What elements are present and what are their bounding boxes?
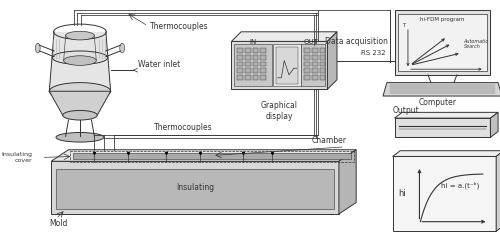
Polygon shape: [252, 61, 258, 66]
Text: Insulating
cover: Insulating cover: [1, 152, 32, 163]
Ellipse shape: [36, 43, 40, 53]
Polygon shape: [237, 61, 243, 66]
Polygon shape: [392, 156, 496, 231]
Text: Chamber: Chamber: [312, 136, 346, 145]
Polygon shape: [252, 68, 258, 73]
Polygon shape: [312, 55, 318, 60]
Text: Mold: Mold: [50, 219, 68, 228]
Text: Water inlet: Water inlet: [138, 60, 180, 69]
Polygon shape: [237, 75, 243, 80]
Text: OUT: OUT: [304, 39, 318, 45]
Polygon shape: [304, 68, 310, 73]
Polygon shape: [260, 75, 266, 80]
Polygon shape: [260, 68, 266, 73]
Text: Automatic
Search: Automatic Search: [464, 39, 488, 49]
Polygon shape: [304, 55, 310, 60]
Polygon shape: [496, 151, 500, 231]
Polygon shape: [51, 161, 339, 214]
Polygon shape: [252, 48, 258, 53]
Polygon shape: [237, 68, 243, 73]
Polygon shape: [50, 91, 110, 115]
Polygon shape: [312, 48, 318, 53]
Text: IN: IN: [249, 39, 256, 45]
Polygon shape: [56, 169, 334, 209]
Text: RS 232: RS 232: [361, 50, 386, 56]
Polygon shape: [245, 75, 250, 80]
Polygon shape: [260, 48, 266, 53]
Polygon shape: [252, 55, 258, 60]
Text: Thermocouples: Thermocouples: [150, 21, 208, 31]
Polygon shape: [304, 48, 310, 53]
Ellipse shape: [120, 43, 124, 53]
Polygon shape: [339, 150, 356, 214]
Polygon shape: [398, 13, 486, 71]
Polygon shape: [383, 83, 500, 96]
Polygon shape: [312, 61, 318, 66]
Polygon shape: [320, 55, 326, 60]
Polygon shape: [245, 61, 250, 66]
Text: Output: Output: [392, 106, 419, 115]
Text: Thermocouples: Thermocouples: [154, 122, 213, 132]
Polygon shape: [232, 32, 337, 41]
Polygon shape: [260, 61, 266, 66]
Polygon shape: [394, 112, 498, 118]
Polygon shape: [276, 47, 297, 84]
Polygon shape: [252, 75, 258, 80]
Ellipse shape: [62, 110, 97, 120]
Ellipse shape: [66, 31, 94, 40]
Polygon shape: [320, 75, 326, 80]
Text: hi = a.(t⁻ᵇ): hi = a.(t⁻ᵇ): [440, 181, 479, 189]
Text: hi-FDM program: hi-FDM program: [420, 17, 465, 22]
Polygon shape: [302, 44, 324, 87]
Polygon shape: [394, 10, 490, 75]
Polygon shape: [237, 55, 243, 60]
Polygon shape: [394, 118, 490, 137]
Text: Computer: Computer: [418, 98, 457, 107]
Polygon shape: [312, 68, 318, 73]
Polygon shape: [51, 150, 356, 161]
Polygon shape: [245, 55, 250, 60]
Polygon shape: [312, 75, 318, 80]
Polygon shape: [50, 32, 110, 91]
Ellipse shape: [52, 51, 108, 64]
Polygon shape: [320, 68, 326, 73]
Polygon shape: [260, 55, 266, 60]
Ellipse shape: [50, 83, 110, 100]
Text: Insulating: Insulating: [176, 183, 214, 192]
Text: hi: hi: [398, 189, 406, 198]
Text: T: T: [402, 23, 406, 27]
Polygon shape: [245, 68, 250, 73]
Polygon shape: [304, 75, 310, 80]
Ellipse shape: [64, 56, 96, 65]
Polygon shape: [245, 48, 250, 53]
Polygon shape: [234, 44, 272, 87]
Polygon shape: [328, 32, 337, 89]
Polygon shape: [272, 44, 300, 87]
Ellipse shape: [56, 133, 104, 142]
Polygon shape: [304, 61, 310, 66]
Polygon shape: [232, 41, 328, 89]
Text: Graphical
display: Graphical display: [261, 101, 298, 121]
Polygon shape: [320, 61, 326, 66]
Text: Data acquisition: Data acquisition: [324, 37, 388, 46]
Polygon shape: [320, 48, 326, 53]
Polygon shape: [392, 151, 500, 156]
Polygon shape: [237, 48, 243, 53]
Polygon shape: [490, 112, 498, 137]
Polygon shape: [74, 153, 351, 159]
